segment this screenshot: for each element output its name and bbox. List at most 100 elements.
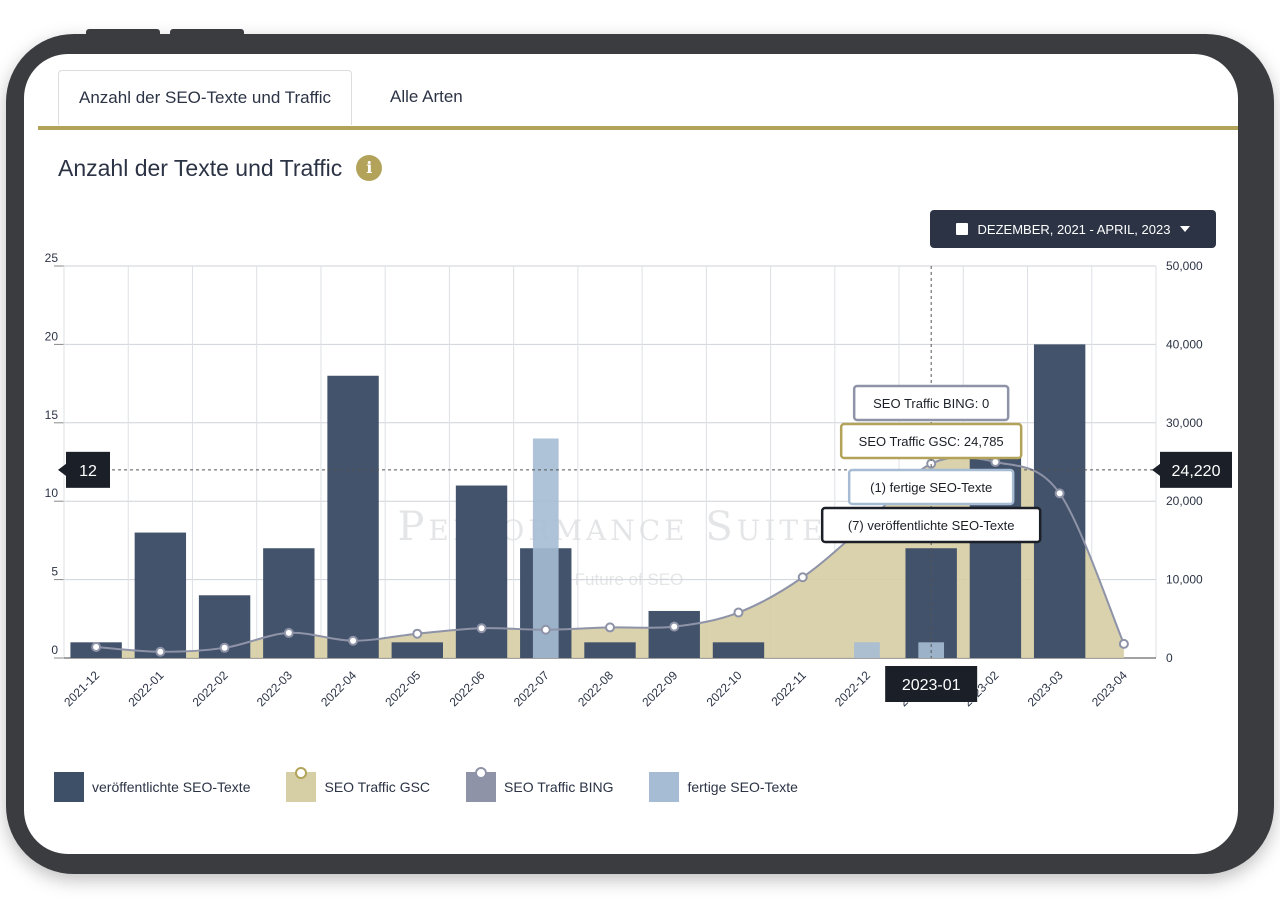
legend-item-bing[interactable]: SEO Traffic BING	[466, 767, 614, 802]
right-tick-label: 20,000	[1166, 494, 1203, 508]
left-tick-label: 15	[45, 408, 59, 422]
tooltip-box	[852, 384, 1010, 422]
gsc-area-overlay	[96, 457, 1124, 658]
bar-published	[1033, 344, 1086, 658]
chart: 0 5 10 15 20 25 0 10,000 20,000 30,000 40,000 50,00…	[45, 251, 1232, 709]
gsc-point	[91, 642, 102, 653]
bars	[70, 344, 1086, 658]
x-tick-label: 2022-09	[639, 668, 680, 709]
bar-published	[391, 642, 443, 658]
x-tick-label: 2022-05	[382, 668, 423, 709]
left-tick-label: 0	[51, 643, 58, 657]
tooltip-box	[820, 506, 1042, 544]
legend-item-published[interactable]: veröffentlichte SEO-Texte	[54, 772, 250, 802]
left-tick-label: 20	[45, 329, 59, 343]
date-range-button[interactable]: DEZEMBER, 2021 - APRIL, 2023	[930, 210, 1216, 248]
x-tick-label: 2022-04	[318, 668, 359, 709]
x-tick-label: 2023-03	[1025, 668, 1066, 709]
crosshair-category-label: 2023-01	[902, 677, 961, 694]
right-tick-label: 30,000	[1166, 416, 1203, 430]
crosshair: 12 24,220 2023-01	[58, 266, 1232, 702]
gsc-point	[348, 635, 359, 646]
gsc-point	[155, 646, 166, 657]
tab-seo-texte-traffic[interactable]: Anzahl der SEO-Texte und Traffic	[58, 70, 352, 125]
device-button	[86, 29, 160, 35]
crosshair-category-box	[885, 666, 978, 702]
legend-label: fertige SEO-Texte	[687, 779, 798, 795]
x-tick-label: 2021-12	[61, 668, 102, 709]
gsc-point	[733, 607, 744, 618]
tooltip-text: SEO Traffic BING: 0	[873, 396, 989, 411]
tooltip-text: (1) fertige SEO-Texte	[870, 480, 992, 495]
axis-ticks: 0 5 10 15 20 25 0 10,000 20,000 30,000 40,000 50,00…	[45, 251, 1203, 665]
bar-published	[327, 375, 379, 658]
crosshair-left-value: 12	[79, 463, 97, 480]
right-tick-label: 10,000	[1166, 573, 1203, 587]
x-tick-label: 2022-08	[575, 668, 616, 709]
device-button	[170, 29, 244, 35]
bar-finished	[532, 438, 559, 658]
x-tick-label: 2022-03	[254, 668, 295, 709]
right-tick-label: 0	[1166, 651, 1173, 665]
legend-swatch	[466, 767, 497, 802]
calendar-icon	[955, 223, 968, 235]
legend-swatch	[286, 767, 317, 802]
gsc-area	[96, 457, 1124, 658]
gsc-point	[219, 642, 230, 653]
tooltip-box	[847, 468, 1015, 506]
tooltip-text: (7) veröffentlichte SEO-Texte	[848, 518, 1015, 533]
gsc-point	[669, 621, 680, 632]
date-range-label: DEZEMBER, 2021 - APRIL, 2023	[977, 221, 1171, 237]
bar-published	[648, 610, 700, 658]
crosshair-left-arrow	[58, 463, 66, 476]
gsc-area-fill	[96, 457, 1124, 658]
legend-label: SEO Traffic GSC	[324, 779, 431, 795]
bar-published	[263, 548, 315, 658]
left-tick-label: 25	[45, 251, 59, 265]
right-tick-label: 40,000	[1166, 337, 1203, 351]
gsc-point	[540, 624, 551, 635]
x-tick-label: 2022-11	[768, 668, 809, 709]
legend-item-gsc[interactable]: SEO Traffic GSC	[286, 767, 431, 802]
right-tick-label: 50,000	[1166, 259, 1203, 273]
left-tick-label: 10	[45, 486, 59, 500]
tooltip-text: SEO Traffic GSC: 24,785	[859, 434, 1004, 449]
crosshair-right-arrow	[1152, 463, 1160, 476]
bar-published	[712, 642, 765, 658]
gsc-point	[283, 627, 294, 638]
gsc-point	[605, 622, 615, 633]
x-tick-label: 2022-10	[704, 668, 745, 709]
x-tick-label: 2022-12	[832, 668, 873, 709]
x-tick-label: 2022-01	[125, 668, 166, 709]
legend-swatch	[54, 772, 84, 802]
legend-item-finished[interactable]: fertige SEO-Texte	[649, 772, 798, 802]
gsc-point	[797, 572, 808, 583]
left-tick-label: 5	[51, 565, 58, 579]
legend-label: veröffentlichte SEO-Texte	[92, 779, 251, 795]
legend-label: SEO Traffic BING	[504, 779, 614, 795]
gsc-point	[1054, 488, 1065, 499]
gsc-point	[476, 623, 487, 634]
legend: veröffentlichte SEO-Texte SEO Traffic GS…	[54, 767, 834, 802]
bar-published	[584, 642, 636, 658]
x-tick-label: 2022-07	[511, 668, 552, 709]
tab-alle-arten[interactable]: Alle Arten	[390, 87, 463, 106]
x-tick-label: 2023-04	[1089, 668, 1130, 709]
panel-title: Anzahl der Texte und Traffic	[58, 154, 343, 181]
gsc-point	[412, 628, 423, 639]
tooltip-box	[839, 422, 1023, 460]
chevron-down-icon	[1180, 226, 1191, 232]
crosshair-right-box	[1160, 451, 1232, 488]
tooltips: SEO Traffic BING: 0 SEO Traffic GSC: 24,7…	[820, 384, 1042, 544]
crosshair-right-value: 24,220	[1172, 463, 1221, 480]
legend-swatch	[649, 772, 680, 802]
x-tick-label: 2022-02	[190, 668, 231, 709]
x-tick-label: 2022-06	[447, 668, 488, 709]
crosshair-left-box	[66, 451, 110, 488]
bar-published	[134, 532, 187, 658]
panel-header: Anzahl der Texte und Traffic i	[58, 152, 383, 184]
gsc-point	[1118, 638, 1129, 649]
info-icon[interactable]: i	[356, 155, 383, 181]
bar-finished	[854, 642, 880, 658]
tab-bar: Anzahl der SEO-Texte und Traffic Alle Ar…	[38, 70, 1238, 130]
